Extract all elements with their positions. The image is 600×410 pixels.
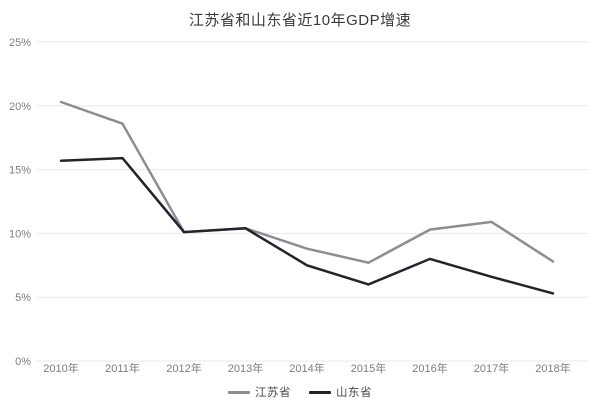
y-axis-tick-label: 5% <box>15 292 31 304</box>
x-axis-tick-label: 2013年 <box>228 361 263 375</box>
y-axis-tick-label: 15% <box>9 165 31 177</box>
chart-title: 江苏省和山东省近10年GDP增速 <box>188 12 412 29</box>
x-axis-tick-label: 2017年 <box>474 361 509 375</box>
x-axis-tick-label: 2016年 <box>412 361 447 375</box>
x-axis-tick-label: 2010年 <box>43 361 78 375</box>
legend-label-shandong: 山东省 <box>336 387 372 399</box>
chart-legend: 江苏省 山东省 <box>0 384 600 400</box>
legend-item-jiangsu: 江苏省 <box>228 384 291 400</box>
y-axis-tick-label: 0% <box>15 356 31 368</box>
legend-line-marker-jiangsu <box>228 390 250 394</box>
x-axis-tick-label: 2011年 <box>105 361 140 375</box>
y-axis-tick-label: 20% <box>9 101 31 113</box>
x-axis-tick-label: 2015年 <box>351 361 386 375</box>
series-line-shandong <box>59 156 555 295</box>
legend-label-jiangsu: 江苏省 <box>255 387 291 399</box>
x-axis-tick-label: 2012年 <box>166 361 201 375</box>
legend-item-shandong: 山东省 <box>309 384 372 400</box>
x-axis-tick-label: 2018年 <box>535 361 570 375</box>
series-line-jiangsu <box>59 100 555 265</box>
x-axis-tick-label: 2014年 <box>289 361 324 375</box>
legend-line-marker-shandong <box>309 390 331 394</box>
y-axis-tick-label: 25% <box>9 37 31 49</box>
y-axis-tick-label: 10% <box>9 228 31 240</box>
